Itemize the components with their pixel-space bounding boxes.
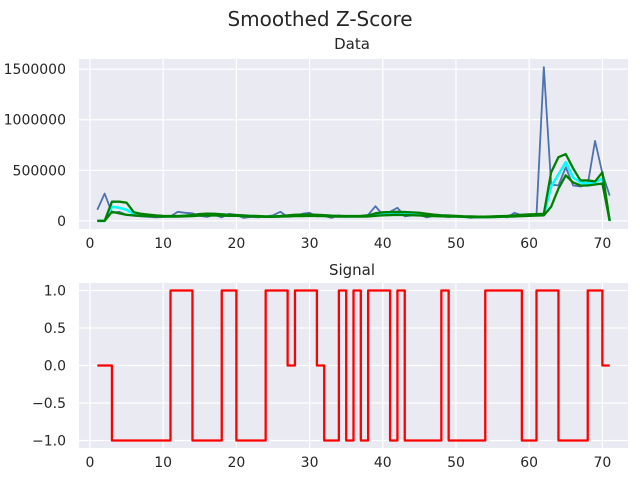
signal-x-tick-label: 10 <box>154 455 172 471</box>
signal-x-tick-label: 50 <box>447 455 465 471</box>
data-x-tick-label: 70 <box>593 236 611 252</box>
data-x-tick-label: 40 <box>374 236 392 252</box>
signal-y-tick-label: 0.0 <box>44 359 66 375</box>
data-x-tick-label: 30 <box>301 236 319 252</box>
data-x-tick-label: 10 <box>154 236 172 252</box>
signal-x-tick-label: 0 <box>86 455 95 471</box>
data-series-lower-band <box>97 174 611 223</box>
signal-series-signal <box>97 289 610 442</box>
data-y-tick-label: 500000 <box>13 163 66 179</box>
signal-y-tick-label: −0.5 <box>32 396 66 412</box>
signal-x-tick-label: 20 <box>227 455 245 471</box>
signal-x-tick-label: 40 <box>374 455 392 471</box>
data-panel-title: Data <box>334 35 370 53</box>
data-y-tick-label: 1500000 <box>4 62 66 78</box>
signal-panel: Signal 0 10 20 30 40 50 60 70 1.0 0.5 0.0 −0.5 −1.0 <box>32 261 628 471</box>
signal-y-tick-label: −1.0 <box>32 434 66 450</box>
data-panel: Data 0 10 20 30 40 50 60 70 0 500000 1000000 150000… <box>4 35 628 252</box>
data-y-tick-label: 1000000 <box>4 113 66 129</box>
signal-panel-title: Signal <box>329 261 375 279</box>
data-x-tick-label: 0 <box>86 236 95 252</box>
signal-x-tick-label: 30 <box>301 455 319 471</box>
figure-suptitle: Smoothed Z-Score <box>227 7 412 31</box>
signal-x-tick-label: 60 <box>520 455 538 471</box>
signal-y-tick-label: 1.0 <box>44 284 66 300</box>
signal-x-tick-label: 70 <box>593 455 611 471</box>
data-x-tick-label: 60 <box>520 236 538 252</box>
signal-y-tick-label: 0.5 <box>44 321 66 337</box>
data-x-tick-label: 50 <box>447 236 465 252</box>
data-x-tick-label: 20 <box>227 236 245 252</box>
data-y-tick-label: 0 <box>57 214 66 230</box>
